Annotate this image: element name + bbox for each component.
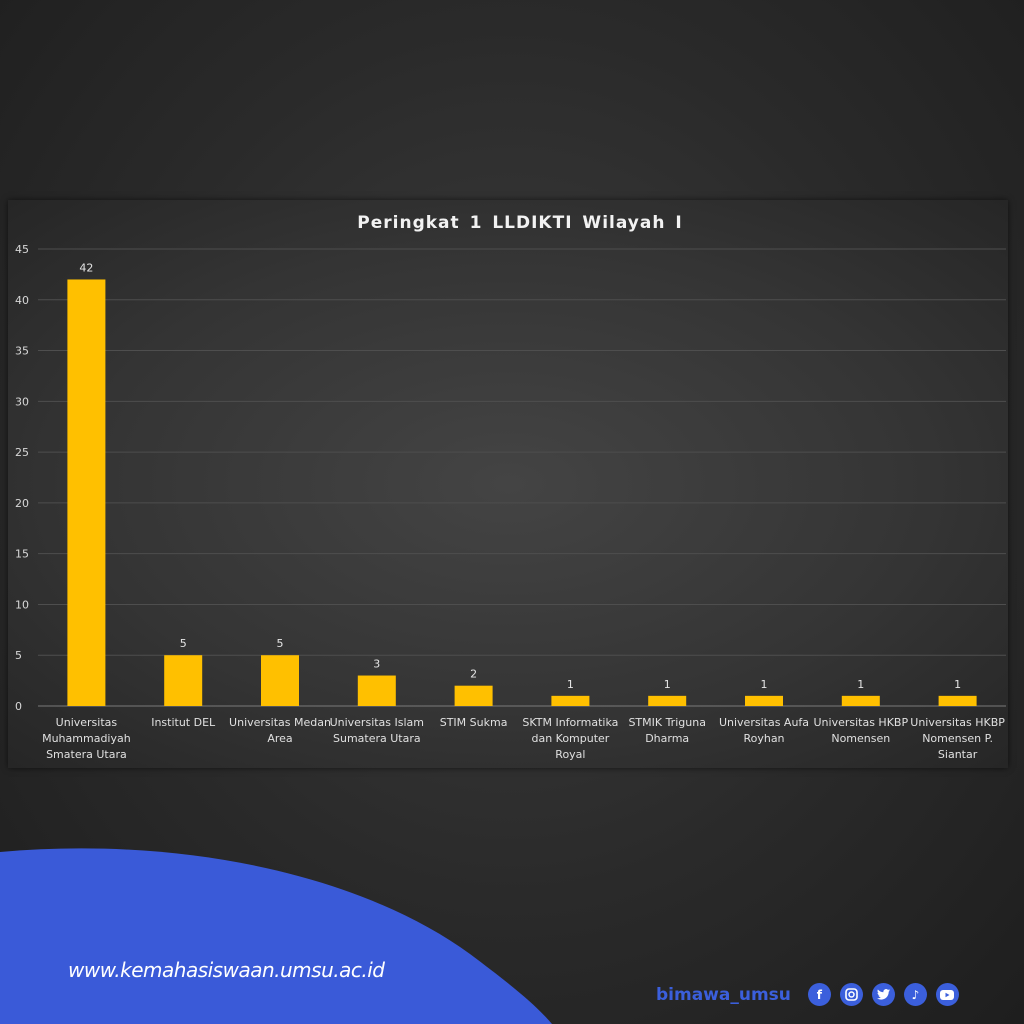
- y-tick-label: 10: [15, 598, 29, 611]
- category-label: Institut DEL: [151, 716, 216, 729]
- data-label: 5: [277, 637, 284, 650]
- bar: [938, 695, 977, 706]
- category-label: Universitas Islam Sumatera Utara: [330, 716, 424, 745]
- y-axis-ticks: 0 5 10 15 20 25 30 35 40 45: [15, 243, 29, 713]
- bar: [648, 695, 687, 706]
- data-label: 1: [567, 678, 574, 691]
- bar: [551, 695, 590, 706]
- category-label: SKTM Informatika dan Komputer Royal: [522, 716, 618, 761]
- chart-title: Peringkat 1 LLDIKTI Wilayah I: [357, 213, 682, 233]
- bar: [454, 685, 493, 706]
- data-label: 5: [180, 637, 187, 650]
- y-tick-label: 25: [15, 446, 29, 459]
- category-label: STMIK Triguna Dharma: [628, 716, 706, 745]
- y-tick-label: 30: [15, 395, 29, 408]
- bar: [357, 675, 396, 706]
- bar: [67, 279, 106, 706]
- y-tick-label: 40: [15, 294, 29, 307]
- bar: [261, 655, 299, 706]
- category-label: Universitas Muhammadiyah Smatera Utara: [42, 716, 131, 761]
- facebook-icon[interactable]: f: [807, 983, 831, 1006]
- tiktok-icon[interactable]: ♪: [903, 983, 927, 1006]
- bar: [164, 655, 203, 706]
- y-tick-label: 45: [15, 243, 29, 256]
- instagram-icon[interactable]: [839, 983, 863, 1006]
- bars: [67, 279, 977, 706]
- category-label: Universitas Medan Area: [229, 716, 331, 745]
- category-label: Universitas HKBP Nomensen P. Siantar: [910, 716, 1005, 761]
- category-label: Universitas HKBP Nomensen: [813, 716, 908, 745]
- data-label: 1: [857, 678, 864, 691]
- twitter-icon[interactable]: [871, 983, 895, 1006]
- data-labels: 42 5 5 3 2 1 1 1 1 1: [79, 261, 961, 690]
- youtube-icon[interactable]: [935, 983, 959, 1006]
- chart-panel: Peringkat 1 LLDIKTI Wilayah I 0 5 10 15 20 25…: [8, 200, 1008, 768]
- y-tick-label: 0: [15, 700, 22, 713]
- category-label: STIM Sukma: [440, 716, 508, 729]
- website-url[interactable]: www.kemahasiswaan.umsu.ac.id: [68, 958, 385, 982]
- bar: [841, 695, 880, 706]
- data-label: 1: [761, 678, 768, 691]
- blue-wave-decoration: [0, 848, 552, 1024]
- data-label: 2: [470, 668, 477, 681]
- y-tick-label: 20: [15, 497, 29, 510]
- y-tick-label: 15: [15, 548, 29, 561]
- social-handle: bimawa_umsu: [656, 984, 791, 1005]
- bar: [745, 695, 783, 706]
- data-label: 1: [664, 678, 671, 691]
- y-tick-label: 35: [15, 345, 29, 358]
- category-label: Universitas Aufa Royhan: [719, 716, 809, 745]
- data-label: 3: [373, 658, 380, 671]
- bar-chart: Peringkat 1 LLDIKTI Wilayah I 0510152025…: [15, 213, 1006, 761]
- data-label: 42: [79, 261, 93, 274]
- y-tick-label: 5: [15, 649, 22, 662]
- data-label: 1: [954, 678, 961, 691]
- social-bar: bimawa_umsu f ♪: [656, 983, 959, 1006]
- category-labels: Universitas Muhammadiyah Smatera Utara Inst…: [42, 716, 1005, 761]
